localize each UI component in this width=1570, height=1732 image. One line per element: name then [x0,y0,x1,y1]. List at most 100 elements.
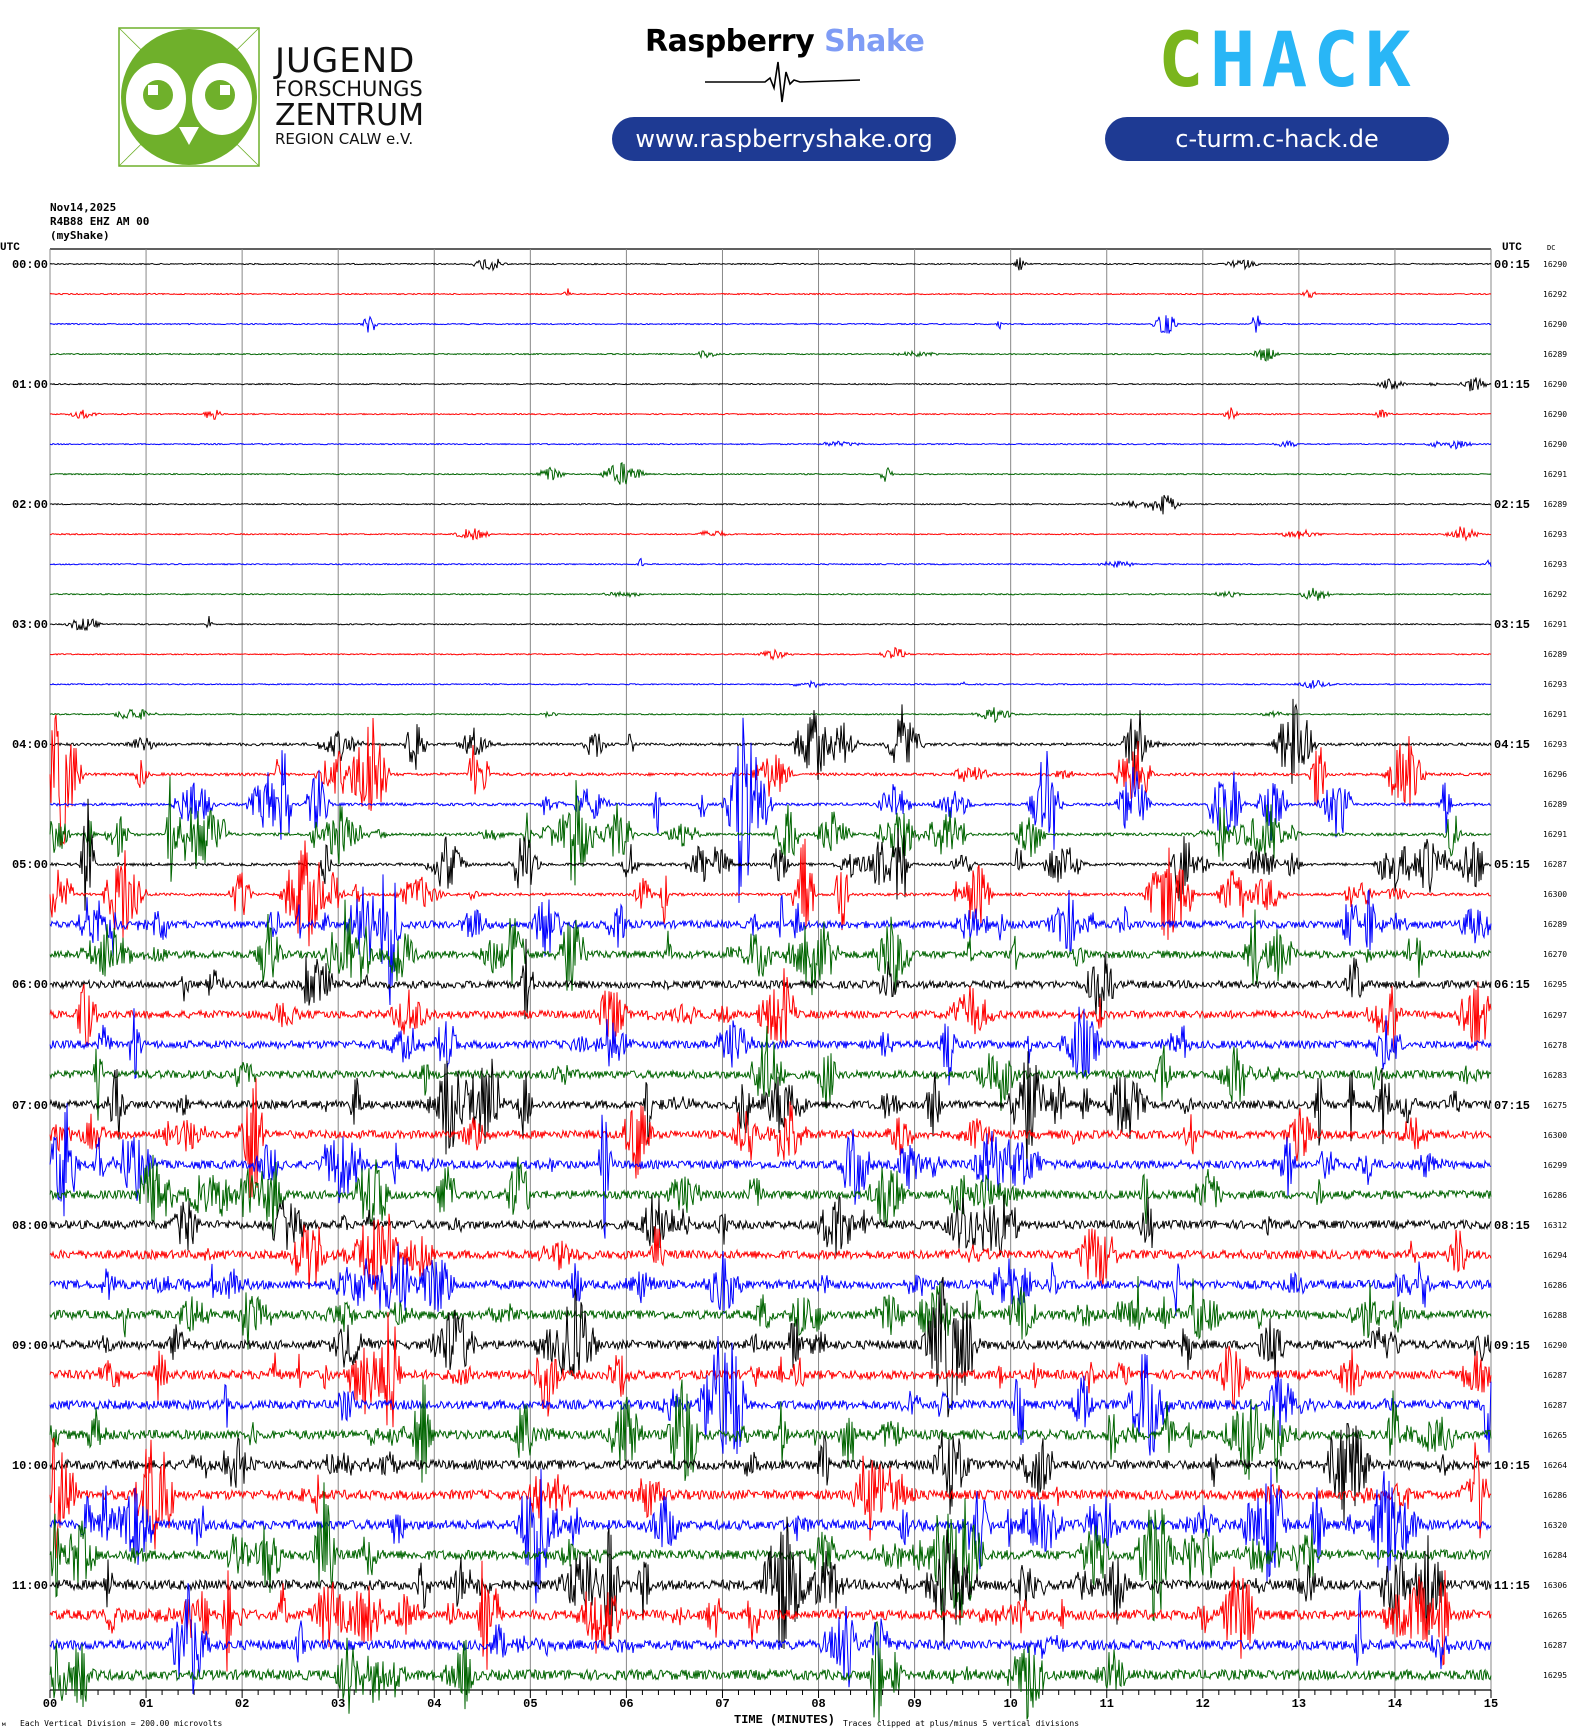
clip-note: Traces clipped at plus/minus 5 vertical … [843,1719,1080,1728]
trace-row [49,407,1492,421]
trace-row [49,938,1492,1024]
trace-row [49,1194,1492,1257]
left-hour-label: 07:00 [11,1098,48,1113]
dc-offset-value: 16284 [1543,1550,1568,1560]
right-hour-label: 03:15 [1494,618,1531,633]
trace-row [49,707,1492,723]
x-tick-label: 13 [1291,1697,1307,1711]
trace-row [49,1025,1492,1121]
trace-row [49,461,1492,485]
jfz-line-2: FORSCHUNGS [275,77,423,101]
trace-row [49,1516,1492,1650]
dc-offset-value: 16288 [1543,1310,1568,1320]
left-hour-label: 09:00 [11,1338,48,1353]
vertical-division-note: Each Vertical Division = 200.00 microvol… [20,1719,223,1728]
left-utc-label: UTC [0,242,20,254]
right-hour-label: 08:15 [1494,1218,1531,1233]
chack-url-link[interactable]: c-turm.c-hack.de [1105,117,1449,161]
dc-offset-value: 16265 [1543,1610,1568,1620]
chack-logo: CHACK [1158,22,1417,98]
left-hour-label: 10:00 [11,1458,48,1473]
trace-row [49,315,1492,334]
dc-offset-value: 16293 [1543,560,1568,570]
right-hour-label: 11:15 [1494,1578,1531,1593]
jfz-line-1: JUGEND [275,41,416,81]
dc-offset-value: 16293 [1543,680,1568,690]
dc-offset-value: 16290 [1543,1340,1568,1350]
dc-offset-value: 16278 [1543,1040,1568,1050]
x-tick-label: 09 [907,1697,922,1711]
trace-row [49,1051,1492,1170]
x-tick-label: 10 [1003,1697,1018,1711]
trace-row [49,1379,1492,1483]
trace-row [49,1213,1492,1295]
dc-offset-value: 16289 [1543,920,1568,930]
trace-row [49,1243,1492,1317]
right-hour-label: 09:15 [1494,1338,1531,1353]
dc-offset-value: 16275 [1543,1100,1568,1110]
dc-offset-value: 16291 [1543,830,1568,840]
trace-row [49,1422,1492,1524]
trace-row [49,526,1492,542]
left-hour-label: 03:00 [11,618,48,633]
source-label: (myShake) [50,229,110,242]
right-hour-label: 01:15 [1494,378,1531,393]
x-tick-label: 03 [330,1697,346,1711]
x-tick-label: 07 [715,1697,730,1711]
dc-offset-value: 16290 [1543,440,1568,450]
dc-offset-value: 16291 [1543,470,1568,480]
right-hour-label: 04:15 [1494,738,1531,753]
trace-row [49,1467,1492,1604]
dc-offset-value: 16287 [1543,860,1568,870]
dc-offset-value: 16297 [1543,1010,1568,1020]
dc-offset-value: 16287 [1543,1400,1568,1410]
x-axis-title: TIME (MINUTES) [734,1713,835,1727]
right-hour-label: 05:15 [1494,858,1531,873]
dc-offset-value: 16306 [1543,1580,1568,1590]
seismogram-wave-icon [705,61,861,103]
trace-row [49,257,1492,272]
dc-offset-value: 16293 [1543,740,1568,750]
dc-offset-value: 16264 [1543,1460,1568,1470]
right-hour-label: 07:15 [1494,1098,1531,1113]
dc-offset-value: 16286 [1543,1280,1568,1290]
right-hour-label: 00:15 [1494,258,1531,272]
dc-offset-value: 16290 [1543,320,1568,330]
raspberry-word: Raspberry [645,24,815,59]
trace-row [49,717,1492,903]
trace-row [49,494,1492,515]
dc-offset-value: 16294 [1543,1250,1568,1260]
left-hour-label: 05:00 [11,858,48,873]
dc-offset-value: 16320 [1543,1520,1568,1530]
x-tick-label: 08 [811,1697,826,1711]
dc-offset-value: 16289 [1543,650,1568,660]
dc-offset-value: 16293 [1543,530,1568,540]
trace-row [49,874,1492,1006]
dc-offset-value: 16292 [1543,590,1568,600]
scale-marker-icon: м [2,1721,6,1728]
trace-row [49,1621,1492,1722]
dc-offset-value: 16312 [1543,1220,1568,1230]
dc-offset-value: 16300 [1543,1130,1568,1140]
dc-offset-value: 16290 [1543,410,1568,420]
dc-offset-value: 16292 [1543,290,1568,300]
trace-row [49,348,1492,362]
chack-hack: HACK [1209,15,1417,104]
raspberryshake-url-link[interactable]: www.raspberryshake.org [612,117,956,161]
trace-row [49,838,1491,947]
trace-row [49,714,1492,846]
dc-offset-value: 16290 [1543,380,1568,390]
dc-offset-value: 16291 [1543,620,1568,630]
x-tick-label: 04 [427,1697,442,1711]
dc-offset-value: 16296 [1543,770,1568,780]
dc-offset-value: 16286 [1543,1490,1568,1500]
left-hour-label: 00:00 [11,258,48,272]
trace-row [49,288,1492,299]
dc-offset-value: 16289 [1543,500,1568,510]
jfz-owl-logo [118,27,260,167]
trace-row [49,1560,1492,1672]
trace-row [49,1154,1492,1238]
dc-offset-value: 16283 [1543,1070,1568,1080]
x-tick-label: 00 [42,1697,58,1711]
